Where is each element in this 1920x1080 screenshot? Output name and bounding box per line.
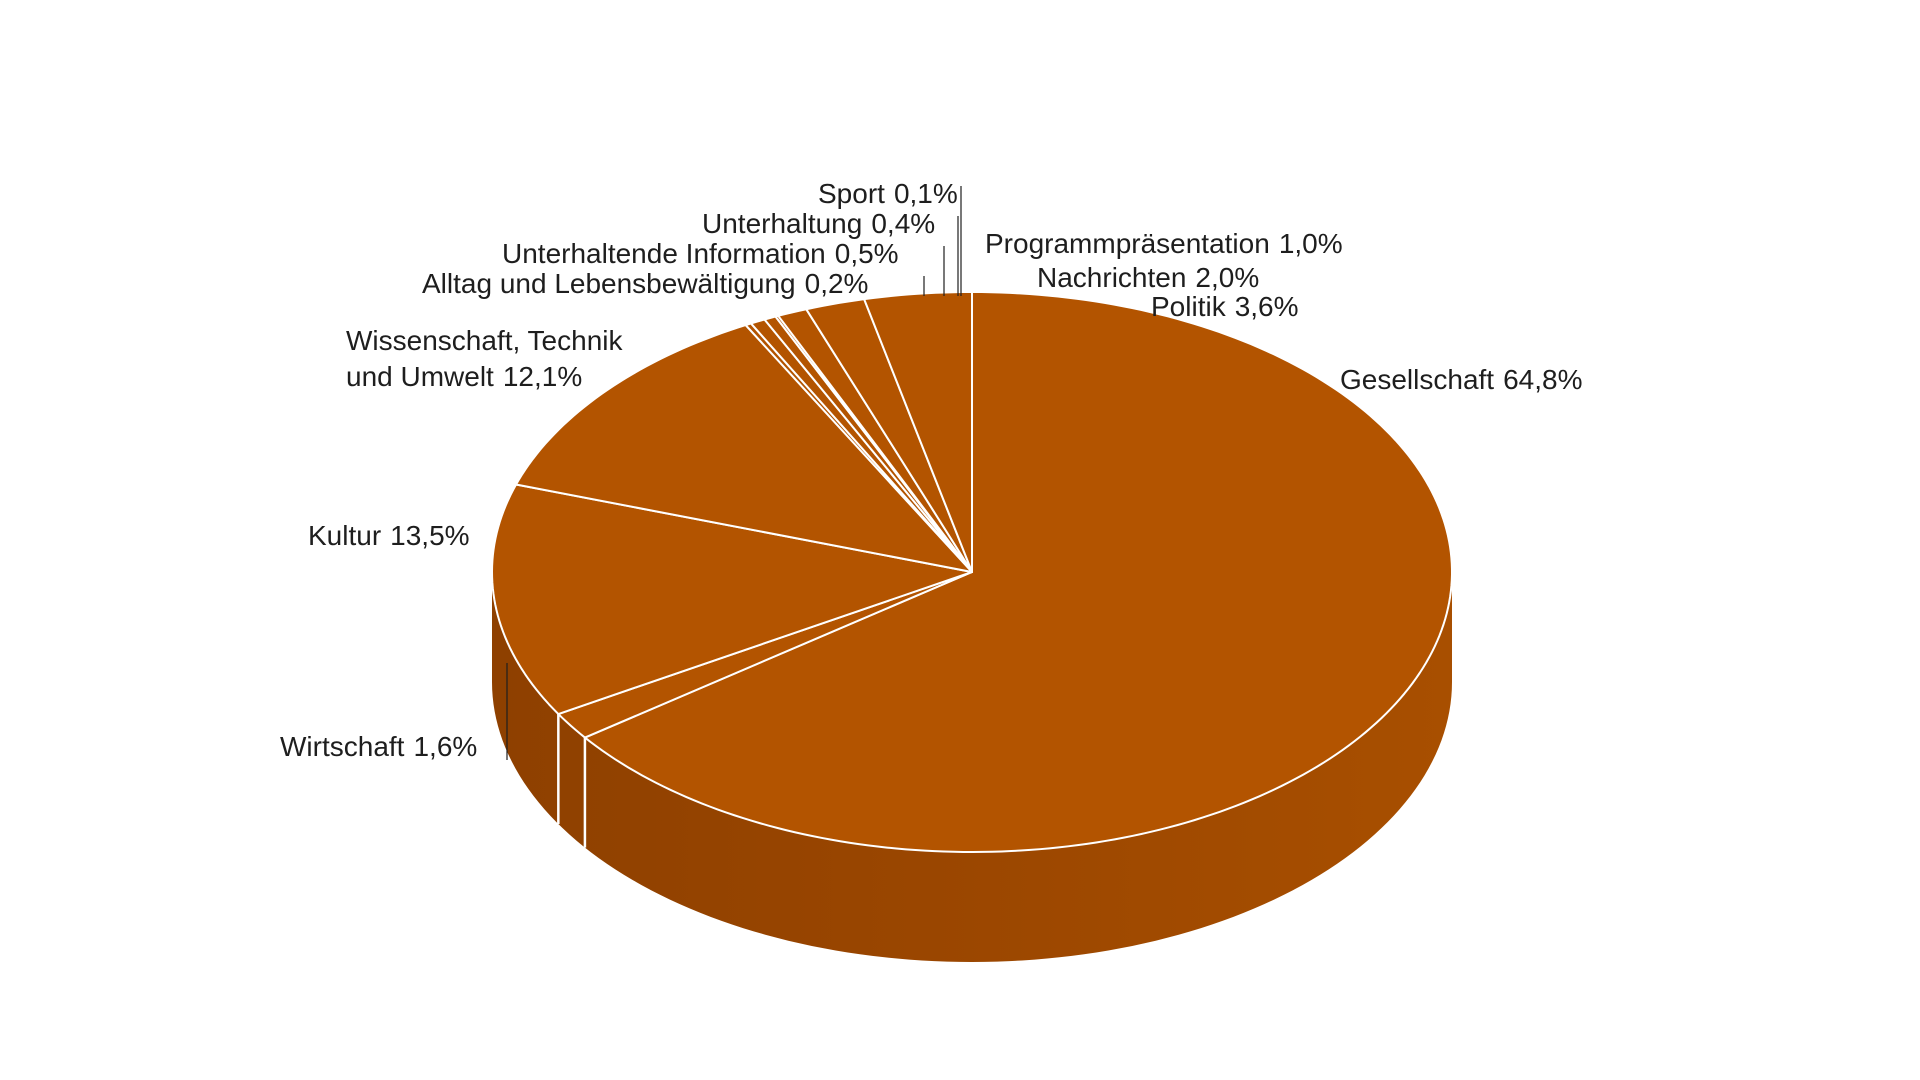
slice-label-text: und Umwelt — [346, 361, 494, 392]
slice-value-label: 0,1% — [893, 178, 958, 209]
slice-label-text: Politik — [1151, 291, 1226, 322]
slice-label-text: Alltag und Lebensbewältigung — [422, 268, 796, 299]
slice-label-nachrichten: Nachrichten 2,0% — [1037, 260, 1259, 296]
slice-label-text: Nachrichten — [1037, 262, 1187, 293]
pie-top-layer — [491, 291, 1453, 853]
slice-label-line: Gesellschaft 64,8% — [1340, 362, 1582, 398]
slice-label-text: Wirtschaft — [280, 731, 405, 762]
leader-lines — [506, 186, 962, 760]
pie-slice-wissenschaft-technik-und-umwelt — [515, 324, 973, 573]
pie-slice-gesellschaft — [583, 291, 1453, 853]
slice-value-label: 2,0% — [1195, 262, 1260, 293]
slice-label-alltag-und-lebensbewaeltigung: Alltag und Lebensbewältigung 0,2% — [422, 266, 868, 302]
slice-value-label: 1,0% — [1278, 228, 1343, 259]
slice-label-text: Unterhaltende Information — [502, 238, 826, 269]
pie-side-layer — [492, 572, 1452, 962]
pie-slice-kultur — [491, 483, 973, 716]
pie-slice-nachrichten — [805, 298, 973, 573]
slice-label-text: Gesellschaft — [1340, 364, 1495, 395]
slice-label-line: Unterhaltende Information 0,5% — [502, 236, 899, 272]
slice-value-label: 12,1% — [502, 361, 583, 392]
slice-label-line: Sport 0,1% — [818, 176, 958, 212]
slice-label-wissenschaft-technik-und-umwelt: Wissenschaft, Technik und Umwelt 12,1% — [346, 323, 623, 395]
slice-label-unterhaltung: Unterhaltung 0,4% — [702, 206, 935, 242]
slice-label-line: Unterhaltung 0,4% — [702, 206, 935, 242]
slice-value-label: 3,6% — [1234, 291, 1299, 322]
pie-slice-politik — [863, 291, 973, 573]
slice-label-gesellschaft: Gesellschaft 64,8% — [1340, 362, 1582, 398]
slice-value-label: 0,4% — [871, 208, 936, 239]
slice-label-unterhaltende-information: Unterhaltende Information 0,5% — [502, 236, 899, 272]
slice-label-line: Wissenschaft, Technik — [346, 323, 623, 359]
slice-value-label: 13,5% — [390, 520, 470, 551]
slice-label-text: Sport — [818, 178, 885, 209]
slice-value-label: 0,5% — [834, 238, 899, 269]
slice-value-label: 64,8% — [1503, 364, 1583, 395]
slice-label-line: Wirtschaft 1,6% — [280, 729, 477, 765]
slice-label-text: Kultur — [308, 520, 382, 551]
slice-label-politik: Politik 3,6% — [1151, 289, 1299, 325]
slice-label-text: Programmpräsentation — [985, 228, 1270, 259]
slice-label-sport: Sport 0,1% — [818, 176, 958, 212]
pie-side-wall — [492, 572, 1452, 962]
slice-label-line: Kultur 13,5% — [308, 518, 470, 554]
slice-value-label: 0,2% — [804, 268, 869, 299]
slice-label-programmpraesentation: Programmpräsentation 1,0% — [985, 226, 1343, 262]
slice-value-label: 1,6% — [413, 731, 478, 762]
slice-label-line: Politik 3,6% — [1151, 289, 1299, 325]
pie-slice-wirtschaft — [557, 571, 973, 739]
slice-label-line: und Umwelt 12,1% — [346, 359, 623, 395]
slice-label-wirtschaft: Wirtschaft 1,6% — [280, 729, 477, 765]
slice-label-text: Unterhaltung — [702, 208, 863, 239]
slice-label-line: Programmpräsentation 1,0% — [985, 226, 1343, 262]
slice-label-line: Alltag und Lebensbewältigung 0,2% — [422, 266, 868, 302]
slice-label-kultur: Kultur 13,5% — [308, 518, 470, 554]
slice-label-line: Nachrichten 2,0% — [1037, 260, 1259, 296]
slice-label-text: Wissenschaft, Technik — [346, 325, 623, 356]
